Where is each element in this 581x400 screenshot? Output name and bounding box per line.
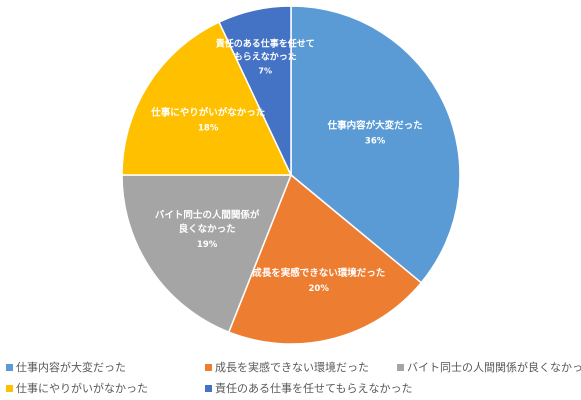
legend-item-5: 責任のある仕事を任せてもらえなかった [205, 379, 412, 399]
pie-slice-value-4: 18% [198, 123, 219, 133]
legend-item-3: バイト同士の人間関係が良くなかった [397, 358, 581, 378]
pie-slice-label-line: 良くなかった [179, 223, 236, 235]
legend-label-3: バイト同士の人間関係が良くなかった [407, 361, 581, 374]
pie-slice-5 [218, 5, 292, 176]
pie-slice-value-5: 7% [258, 67, 272, 76]
pie-slice-label-2: 成長を実感できない環境だった 20% [252, 267, 385, 294]
legend-item-2: 成長を実感できない環境だった [205, 358, 369, 378]
legend-label-2: 成長を実感できない環境だった [215, 361, 369, 374]
legend-item-1: 仕事内容が大変だった [6, 358, 126, 378]
pie-slice-2 [227, 173, 423, 345]
pie-slice-value-3: 19% [197, 240, 218, 250]
pie-slice-label-5: 責任のある仕事を任せてもらえなかった 7% [216, 38, 315, 76]
legend-item-4: 仕事にやりがいがなかった [6, 379, 148, 399]
legend-label-1: 仕事内容が大変だった [16, 361, 126, 374]
pie-slice-3 [121, 174, 293, 334]
pie-slice-value-2: 20% [309, 284, 330, 294]
pie-slice-value-1: 36% [365, 136, 386, 146]
pie-slice-1 [290, 5, 461, 284]
pie-slice-4 [121, 21, 293, 176]
legend-swatch-3 [397, 363, 404, 371]
pie-slice-label-line: 成長を実感できない環境だった [252, 267, 385, 279]
pie-slice-label-line: 仕事にやりがいがなかった [150, 107, 265, 119]
pie-slice-label-line: もらえなかった [234, 52, 297, 63]
legend-label-4: 仕事にやりがいがなかった [16, 382, 148, 395]
pie-slice-label-line: バイト同士の人間関係が [155, 209, 260, 221]
pie-slice-labels: 仕事内容が大変だった 36% 成長を実感できない環境だった 20% バイト同士の人間関係… [150, 38, 422, 294]
legend-swatch-4 [6, 384, 13, 392]
pie-slice-label-4: 仕事にやりがいがなかった 18% [150, 107, 265, 134]
legend-label-5: 責任のある仕事を任せてもらえなかった [215, 382, 413, 395]
pie-chart: 仕事内容が大変だった 36% 成長を実感できない環境だった 20% バイト同士の人間関係… [121, 5, 461, 345]
legend-swatch-2 [205, 363, 212, 371]
pie-slice-label-1: 仕事内容が大変だった 36% [327, 120, 423, 147]
pie-slice-label-3: バイト同士の人間関係が良くなかった 19% [155, 209, 260, 250]
pie-slice-label-line: 仕事内容が大変だった [327, 120, 423, 132]
legend-swatch-1 [6, 363, 13, 371]
pie-slice-label-line: 責任のある仕事を任せて [216, 38, 315, 50]
pie-slices [121, 5, 461, 345]
legend-swatch-5 [205, 384, 212, 392]
